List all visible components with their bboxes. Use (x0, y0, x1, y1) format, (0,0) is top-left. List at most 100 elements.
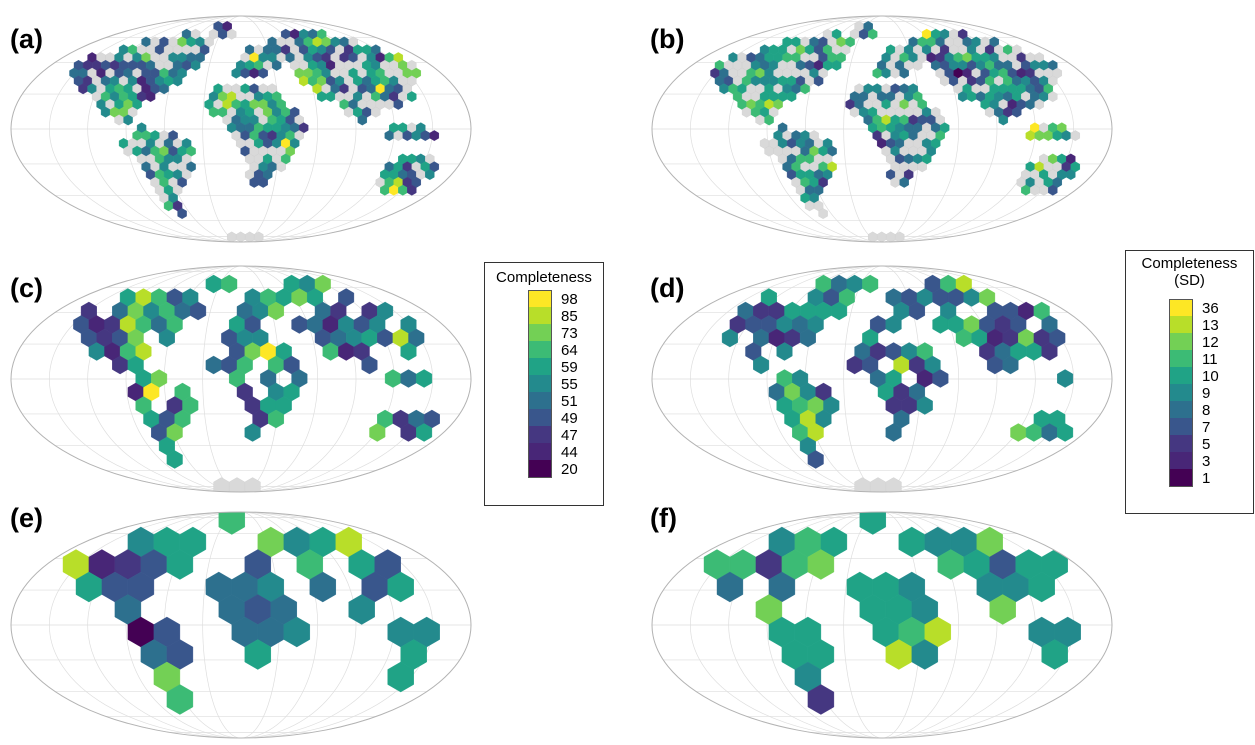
hex-cell (1048, 184, 1058, 196)
legend-swatch (528, 358, 552, 375)
map-panel-d (651, 265, 1113, 493)
hex-cell (268, 409, 284, 429)
map-outline (651, 511, 1113, 739)
hex-cell (1041, 342, 1058, 361)
hex-cell (258, 67, 268, 79)
hex-cell (407, 91, 417, 103)
legend-label: 12 (1202, 334, 1219, 351)
panel-label-e: (e) (10, 503, 43, 533)
legend-swatch (1169, 350, 1193, 367)
hex-no-data (371, 106, 381, 118)
map-panel-a (10, 15, 472, 243)
legend-swatch (528, 409, 552, 426)
legend-swatch (528, 426, 552, 443)
hex-cell (407, 184, 417, 196)
legend-swatch (1169, 367, 1193, 384)
hex-cell (159, 83, 169, 95)
hex-cell (1041, 639, 1068, 670)
legend-subtitle: (SD) (1174, 272, 1205, 289)
legend-swatch (1169, 435, 1193, 452)
hex-cell (764, 114, 774, 126)
hex-no-data (1070, 130, 1080, 142)
legend-swatch (1169, 299, 1193, 317)
hex-cell (998, 114, 1008, 126)
legend-swatch (528, 307, 552, 324)
hex-no-data (276, 161, 286, 173)
hex-cell (807, 450, 824, 469)
hex-cell (172, 75, 183, 87)
hex-cell (868, 28, 878, 40)
hex-cell (429, 130, 439, 142)
legend-swatch (1169, 384, 1193, 401)
legend-swatch (1169, 452, 1193, 469)
hex-cell (190, 301, 207, 321)
hex-cell (911, 639, 938, 670)
hex-cell (786, 91, 797, 103)
hex-cell (1057, 369, 1074, 388)
hex-cell (899, 176, 909, 188)
legend-label: 51 (561, 393, 578, 410)
hex-cell (916, 396, 933, 415)
legend-label: 7 (1202, 419, 1211, 436)
legend-swatch (528, 392, 552, 409)
hex-cell (272, 59, 282, 71)
legend-label: 55 (561, 376, 578, 393)
map-outline (10, 265, 472, 493)
hex-cell (899, 67, 909, 79)
legend-label: 98 (561, 291, 578, 308)
legend-label: 47 (561, 427, 578, 444)
legend-label: 1 (1202, 470, 1211, 487)
hex-cell (387, 571, 414, 603)
hex-cell (166, 450, 183, 469)
panel-label-d: (d) (650, 273, 685, 303)
legend-swatch (1169, 316, 1193, 333)
hex-cell (218, 512, 245, 535)
hex-cell (416, 423, 433, 442)
hex-cell (158, 328, 175, 348)
hex-cell (309, 571, 336, 603)
legend-label: 49 (561, 410, 578, 427)
hex-cell (361, 355, 378, 375)
hex-cell (244, 639, 271, 670)
map-panel-f (651, 511, 1113, 739)
hex-cell (807, 684, 835, 715)
hex-cell (357, 114, 367, 126)
hex-cell (400, 342, 417, 361)
panel-label-b: (b) (650, 24, 685, 54)
hex-cell (862, 274, 879, 294)
legend-label: 11 (1202, 351, 1218, 368)
legend-swatch (528, 341, 552, 358)
hex-no-data (254, 231, 264, 242)
hex-cell (989, 594, 1016, 625)
hex-no-data (818, 208, 828, 220)
hex-cell (166, 684, 194, 715)
hex-cell (932, 369, 949, 388)
legend-swatch (1169, 333, 1193, 350)
hex-cell (369, 423, 386, 442)
panel-label-f: (f) (650, 503, 677, 533)
legend-swatch (528, 443, 552, 460)
hex-cell (1028, 571, 1055, 603)
legend-swatch (1169, 418, 1193, 435)
legend-swatch (528, 324, 552, 341)
hex-no-data (1034, 98, 1044, 110)
map-outline (10, 15, 472, 243)
legend-completeness-sd: Completeness (SD) 36 13 12 11 10 9 8 7 5 3 1 (1125, 250, 1254, 514)
legend-label: 73 (561, 325, 578, 342)
map-outline (10, 511, 472, 739)
map-outline (651, 15, 1113, 243)
legend-label: 20 (561, 461, 578, 478)
hex-cell (425, 169, 435, 181)
hex-cell (258, 176, 268, 188)
hex-cell (909, 301, 925, 321)
legend-label: 36 (1202, 300, 1219, 317)
map-outline (651, 265, 1113, 493)
legend-label: 8 (1202, 402, 1211, 419)
legend-label: 3 (1202, 453, 1211, 470)
panel-label-c: (c) (10, 273, 43, 303)
hex-cell (268, 301, 284, 321)
hex-cell (716, 571, 744, 603)
legend-label: 13 (1202, 317, 1219, 334)
hex-cell (1012, 106, 1022, 118)
hex-cell (753, 355, 770, 375)
